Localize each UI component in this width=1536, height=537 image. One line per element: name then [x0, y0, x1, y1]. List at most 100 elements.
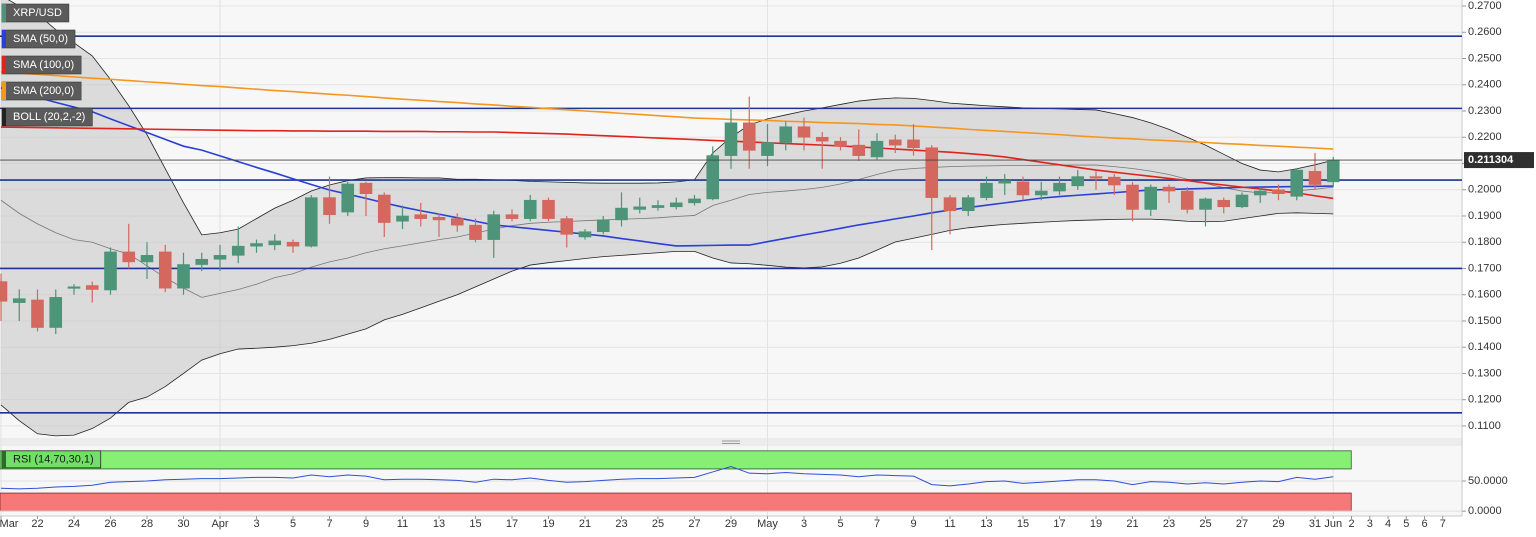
y-tick-label: 0.2600 [1468, 26, 1502, 38]
candle-body [961, 197, 975, 212]
candle-body [450, 218, 464, 226]
x-tick-label: 6 [1421, 518, 1427, 530]
x-tick-label: 19 [542, 518, 554, 530]
candle-body [341, 183, 355, 213]
candle-body [323, 197, 336, 215]
candle-body [1253, 190, 1267, 196]
candle-body [615, 207, 628, 221]
candle-body [1126, 184, 1139, 210]
panel-separator[interactable] [0, 438, 1462, 446]
x-tick-label: 22 [31, 518, 43, 530]
candle-body [1326, 159, 1340, 183]
candle-body [0, 281, 8, 302]
last-price-label: 0.211304 [1468, 154, 1514, 166]
x-tick-label: 15 [1017, 518, 1029, 530]
candle-body [852, 144, 866, 156]
y-tick-label: 0.2400 [1468, 79, 1502, 91]
candle-body [651, 205, 665, 208]
candle-body [104, 251, 117, 291]
candle-body [158, 251, 172, 289]
y-tick-label: 0.0000 [1468, 505, 1502, 517]
candle-body [797, 126, 811, 138]
x-tick-label: 28 [141, 518, 153, 530]
candle-body [304, 197, 318, 247]
x-tick-label: 25 [1199, 518, 1211, 530]
y-tick-label: 0.2700 [1468, 0, 1502, 12]
x-tick-label: 3 [801, 518, 807, 530]
candle-body [268, 240, 282, 246]
legend-label: SMA (50,0) [13, 33, 68, 45]
x-tick-label: Jun [1324, 518, 1342, 530]
candle-body [414, 214, 428, 219]
y-tick-label: 0.2000 [1468, 184, 1502, 196]
candle-body [633, 206, 647, 210]
candle-body [1162, 186, 1176, 192]
x-tick-label: 2 [1348, 518, 1354, 530]
candle-body [286, 241, 300, 247]
candle-body [888, 139, 902, 146]
candle-body [688, 198, 701, 204]
x-tick-label: 23 [615, 518, 627, 530]
x-tick-label: 7 [874, 518, 880, 530]
x-tick-label: 17 [506, 518, 518, 530]
band-lower [0, 212, 1334, 437]
x-tick-label: 4 [1385, 518, 1391, 530]
candle-body [213, 255, 227, 260]
candle-body [1144, 186, 1158, 210]
rsi-legend-label: RSI (14,70,30,1) [13, 454, 94, 466]
x-tick-label: 5 [837, 518, 843, 530]
x-tick-label: 9 [363, 518, 369, 530]
candle-body [779, 126, 793, 143]
y-tick-label: 0.2200 [1468, 131, 1502, 143]
legend-swatch [2, 450, 6, 468]
candle-body [231, 245, 245, 256]
x-tick-label: 7 [1440, 518, 1446, 530]
candle-body [1071, 176, 1085, 187]
candle-body [834, 140, 847, 147]
y-tick-label: 0.1100 [1468, 420, 1501, 432]
rsi-line [0, 465, 1334, 490]
candle-body [1034, 190, 1048, 196]
candle-body [706, 155, 720, 200]
candle-body [925, 147, 939, 198]
legend-swatch [2, 4, 6, 22]
candle-body [761, 142, 774, 156]
last-price-box [1464, 152, 1534, 169]
x-tick-label: 26 [104, 518, 116, 530]
candle-body [67, 286, 81, 289]
sma-line [0, 87, 1334, 247]
x-tick-label: 5 [1403, 518, 1409, 530]
x-tick-label: 31 [1309, 518, 1321, 530]
y-tick-label: 0.1500 [1468, 315, 1502, 327]
candle-body [998, 180, 1012, 184]
x-tick-label: 11 [944, 518, 955, 530]
x-tick-label: 15 [469, 518, 481, 530]
x-tick-label: 13 [980, 518, 992, 530]
candle-body [1180, 190, 1194, 210]
candle-body [177, 264, 190, 289]
x-tick-label: 7 [326, 518, 332, 530]
candle-body [1290, 169, 1304, 197]
sma-line [0, 126, 1334, 200]
candle-body [49, 297, 63, 328]
x-tick-label: 30 [177, 518, 189, 530]
legend-label: XRP/USD [13, 7, 62, 19]
candle-body [815, 136, 829, 142]
x-tick-label: 24 [68, 518, 80, 530]
x-tick-label: Apr [211, 518, 228, 530]
x-tick-label: 27 [688, 518, 700, 530]
x-tick-label: 9 [910, 518, 916, 530]
candle-body [122, 251, 136, 263]
y-tick-label: 0.1800 [1468, 236, 1502, 248]
band-upper [7, 0, 1334, 236]
candle-body [980, 182, 993, 198]
x-tick-label: 23 [1163, 518, 1175, 530]
x-tick-label: 27 [1236, 518, 1248, 530]
x-tick-label: 21 [1126, 518, 1138, 530]
candle-body [943, 197, 957, 212]
legend-swatch [2, 56, 6, 74]
candle-body [669, 202, 683, 208]
legend-label: BOLL (20,2,-2) [13, 111, 85, 123]
x-tick-label: 29 [725, 518, 737, 530]
